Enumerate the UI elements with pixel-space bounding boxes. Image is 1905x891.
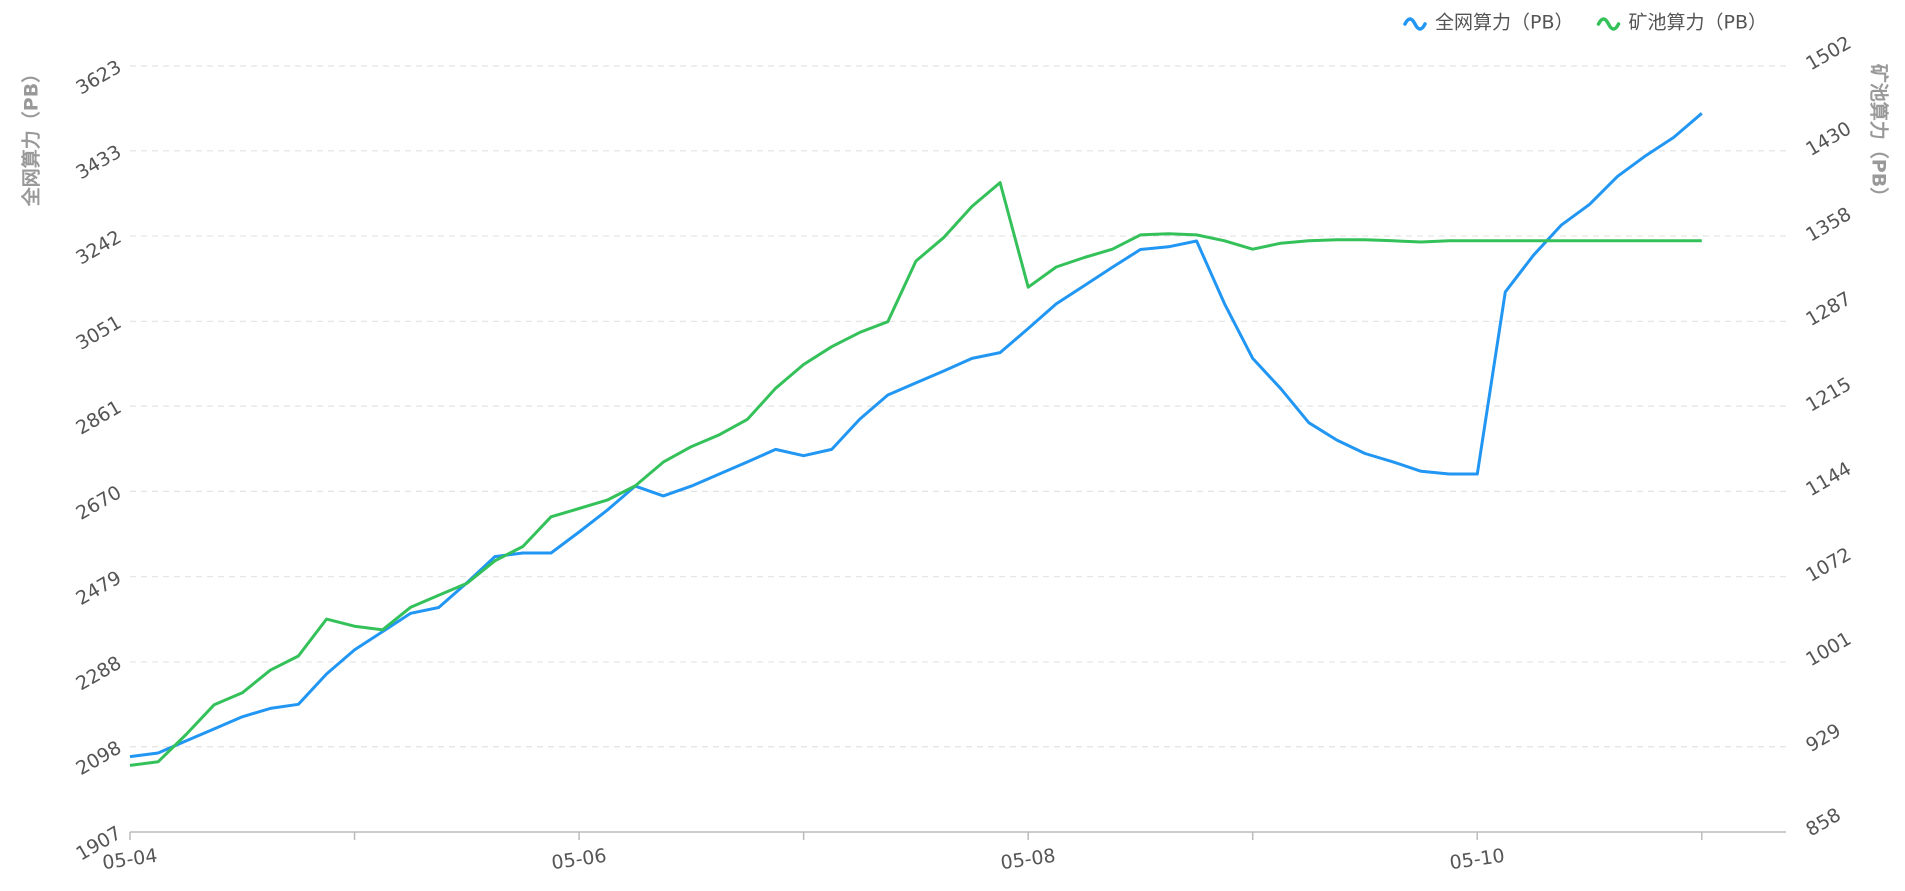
x-tick-label: 05-10 xyxy=(1448,845,1506,874)
y-tick-label: 3242 xyxy=(72,226,125,269)
series-line xyxy=(129,181,1702,767)
y-tick-label: 2670 xyxy=(72,481,125,524)
legend-label: 矿池算力（PB） xyxy=(1629,12,1768,34)
y2-axis-title: 矿池算力（PB） xyxy=(1868,64,1891,206)
y2-tick-label: 929 xyxy=(1802,719,1844,756)
y2-tick-label: 1430 xyxy=(1802,118,1855,161)
legend-icon xyxy=(1596,17,1621,31)
y2-tick-label: 1502 xyxy=(1802,32,1855,75)
y-tick-label: 3433 xyxy=(72,141,125,184)
y-axis-title: 全网算力（PB） xyxy=(20,64,43,207)
series-line xyxy=(129,112,1703,759)
y2-tick-label: 1001 xyxy=(1802,628,1855,671)
x-tick-label: 05-06 xyxy=(550,845,608,874)
legend-icon xyxy=(1403,17,1427,31)
y-tick-label: 2861 xyxy=(72,396,125,439)
y2-tick-label: 1215 xyxy=(1802,373,1855,416)
y-tick-label: 2098 xyxy=(72,737,125,780)
y2-tick-label: 1072 xyxy=(1802,543,1855,586)
y-tick-label: 2479 xyxy=(72,567,125,610)
y-tick-label: 3623 xyxy=(72,56,125,99)
y-tick-label: 3051 xyxy=(72,311,125,354)
y-tick-label: 2288 xyxy=(72,652,125,695)
legend-label: 全网算力（PB） xyxy=(1435,12,1574,34)
x-tick-label: 05-08 xyxy=(999,845,1057,874)
y2-tick-label: 1358 xyxy=(1802,203,1855,246)
y2-tick-label: 858 xyxy=(1802,804,1844,841)
y2-tick-label: 1287 xyxy=(1802,288,1855,331)
y2-tick-label: 1144 xyxy=(1802,458,1855,501)
